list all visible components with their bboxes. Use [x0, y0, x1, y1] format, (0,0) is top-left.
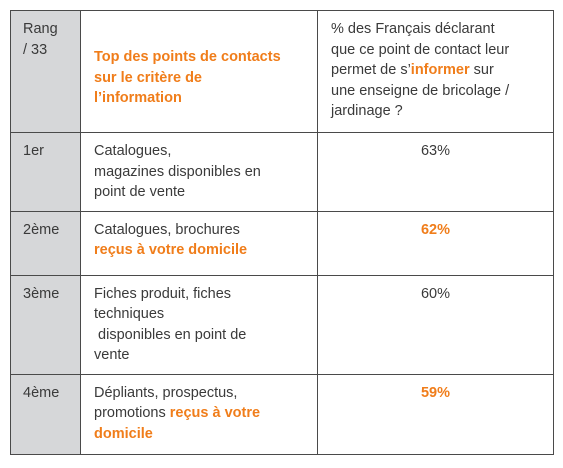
- question-line: une enseigne de bricolage /: [331, 82, 510, 99]
- question-text: permet de s’: [331, 62, 411, 78]
- contact-point-line: promotions reçus à votre: [94, 403, 309, 424]
- contact-point-cell: Catalogues, brochures reçus à votre domi…: [80, 210, 318, 276]
- contact-point-text: disponibles en point de: [94, 326, 247, 343]
- question-line: permet de s’informer sur: [331, 60, 545, 81]
- rank-cell: 1er: [10, 132, 81, 212]
- contact-point-text: magazines disponibles en: [94, 163, 261, 180]
- rank-header-total: / 33: [23, 41, 48, 58]
- question-line: que ce point de contact leur: [331, 41, 510, 58]
- contact-point-highlight: reçus à votre: [169, 405, 261, 421]
- contact-point-text: Fiches produit, fiches: [94, 285, 232, 302]
- contact-point-text: Catalogues,: [94, 143, 172, 159]
- rank-header-cell: Rang / 33: [10, 10, 81, 133]
- contact-points-table: Rang / 33 Top des points de contacts sur…: [10, 10, 554, 455]
- table-row: 3ème Fiches produit, fiches techniques d…: [10, 274, 554, 375]
- contact-point-text: Catalogues, brochures: [94, 221, 240, 238]
- contact-point-highlight: reçus à votre domicile: [94, 242, 248, 258]
- percentage-cell: 59%: [317, 373, 554, 455]
- contact-point-text: Dépliants, prospectus,: [94, 384, 238, 401]
- contact-point-cell: Catalogues, magazines disponibles en poi…: [80, 132, 318, 212]
- question-line: jardinage ?: [331, 103, 403, 119]
- percentage-cell: 62%: [317, 210, 554, 276]
- question-text: sur: [469, 62, 494, 78]
- table-row: 1er Catalogues, magazines disponibles en…: [10, 132, 554, 212]
- contact-point-highlight: domicile: [94, 425, 153, 442]
- title-line: sur le critère de: [94, 69, 202, 86]
- percentage-cell: 60%: [317, 274, 554, 375]
- rank-header-label: Rang: [23, 21, 58, 37]
- table-row: 4ème Dépliants, prospectus, promotions r…: [10, 373, 554, 455]
- percentage-cell: 63%: [317, 132, 554, 212]
- rank-cell: 4ème: [10, 373, 81, 455]
- title-header-cell: Top des points de contacts sur le critèr…: [80, 10, 318, 133]
- table-header-row: Rang / 33 Top des points de contacts sur…: [10, 10, 554, 133]
- title-line: l’information: [94, 90, 182, 106]
- contact-point-text: vente: [94, 347, 130, 363]
- contact-point-text: promotions: [94, 405, 170, 421]
- rank-cell: 3ème: [10, 274, 81, 375]
- question-line: % des Français déclarant: [331, 21, 495, 37]
- table-row: 2ème Catalogues, brochures reçus à votre…: [10, 210, 554, 276]
- contact-point-text: point de vente: [94, 184, 186, 200]
- table-title: Top des points de contacts sur le critèr…: [94, 19, 309, 109]
- question-keyword: informer: [410, 62, 470, 78]
- title-line: Top des points de contacts: [94, 49, 281, 65]
- contact-point-cell: Fiches produit, fiches techniques dispon…: [80, 274, 318, 375]
- contact-point-cell: Dépliants, prospectus, promotions reçus …: [80, 373, 318, 455]
- contact-point-text: techniques: [94, 306, 165, 322]
- rank-cell: 2ème: [10, 210, 81, 276]
- question-header-cell: % des Français déclarant que ce point de…: [317, 10, 554, 133]
- contact-points-table-container: Rang / 33 Top des points de contacts sur…: [10, 10, 554, 455]
